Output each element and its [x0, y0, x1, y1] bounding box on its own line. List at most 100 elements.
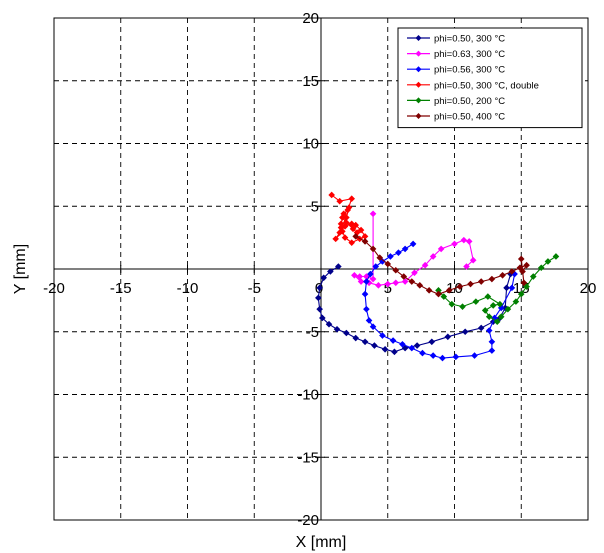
data-point	[333, 325, 341, 333]
x-tick-label: -10	[177, 280, 199, 297]
data-point	[332, 235, 339, 243]
data-point	[379, 258, 386, 265]
data-point	[343, 214, 350, 221]
data-point	[376, 254, 384, 262]
data-point	[512, 298, 520, 305]
data-point	[348, 239, 356, 246]
data-point	[481, 307, 489, 314]
series-group	[361, 240, 518, 362]
data-point	[519, 268, 526, 275]
data-point	[411, 269, 418, 277]
data-point	[367, 270, 374, 278]
series	[315, 191, 560, 362]
data-point	[399, 341, 406, 348]
series-group	[352, 233, 530, 298]
legend-swatch-marker	[415, 81, 422, 88]
data-point	[372, 263, 380, 270]
data-point	[391, 348, 398, 356]
data-point	[485, 313, 493, 320]
data-point	[341, 234, 349, 241]
data-point	[440, 293, 448, 300]
legend-label: phi=0.56, 300 °C	[434, 65, 505, 76]
data-point	[335, 263, 342, 270]
data-point	[477, 278, 485, 285]
data-point	[345, 204, 353, 211]
data-point	[523, 283, 530, 290]
data-point	[471, 352, 478, 359]
data-point	[343, 219, 350, 226]
data-point	[369, 245, 377, 253]
data-point	[488, 338, 496, 346]
data-point	[400, 273, 408, 280]
data-point	[365, 317, 373, 324]
data-point	[401, 278, 409, 285]
data-point	[497, 304, 505, 312]
data-point	[336, 229, 343, 236]
data-point	[488, 275, 496, 283]
data-point	[379, 332, 386, 339]
data-point	[353, 229, 361, 236]
data-point	[456, 283, 464, 290]
series-group	[328, 191, 369, 246]
y-tick-label: -20	[297, 512, 319, 529]
data-point	[369, 323, 377, 331]
x-tick-label: -5	[248, 280, 261, 297]
data-point	[489, 302, 497, 309]
data-point	[416, 282, 424, 289]
data-point	[508, 268, 516, 275]
data-point	[445, 287, 453, 294]
data-point	[465, 238, 473, 245]
data-point	[316, 284, 323, 292]
data-point	[511, 270, 518, 278]
legend: phi=0.50, 300 °C phi=0.63, 300 °C phi=0.56…	[397, 27, 583, 129]
legend-swatch-marker	[415, 50, 422, 57]
y-tick-label: 10	[302, 136, 319, 153]
data-point	[381, 346, 389, 353]
data-point	[537, 264, 545, 272]
data-point	[439, 354, 446, 362]
data-point	[319, 314, 326, 322]
data-point	[488, 347, 496, 354]
data-point	[357, 278, 365, 285]
data-point	[375, 282, 382, 289]
data-point	[467, 280, 474, 288]
data-point	[316, 305, 323, 313]
data-point	[428, 338, 436, 346]
x-tick-label: 5	[384, 280, 392, 297]
data-point	[352, 334, 360, 342]
axes	[53, 17, 589, 521]
data-point	[552, 253, 560, 260]
data-point	[325, 320, 333, 328]
series-group	[435, 253, 560, 326]
y-tick-label: 20	[302, 10, 319, 27]
data-point	[327, 268, 334, 275]
data-point	[452, 353, 460, 361]
data-point	[448, 300, 456, 308]
data-point	[460, 236, 468, 244]
legend-swatch-marker	[415, 113, 422, 119]
data-point	[496, 300, 504, 308]
data-point	[349, 225, 357, 233]
data-point	[529, 273, 537, 280]
y-axis-label: Y [mm]	[12, 244, 29, 294]
data-point	[408, 344, 416, 352]
data-point	[328, 191, 335, 199]
legend-swatch-marker	[415, 35, 422, 41]
data-point	[352, 221, 360, 229]
data-point	[484, 293, 492, 300]
x-tick-label: -20	[43, 280, 65, 297]
data-point	[369, 210, 377, 218]
data-point	[520, 279, 528, 287]
data-point	[444, 333, 452, 341]
data-point	[320, 274, 327, 282]
data-point	[408, 278, 416, 285]
data-point	[361, 290, 369, 298]
data-point	[351, 271, 358, 279]
data-point	[469, 256, 477, 264]
legend-label: phi=0.63, 300 °C	[434, 49, 505, 60]
data-point	[337, 220, 345, 228]
data-point	[437, 245, 445, 253]
data-point	[392, 279, 400, 287]
